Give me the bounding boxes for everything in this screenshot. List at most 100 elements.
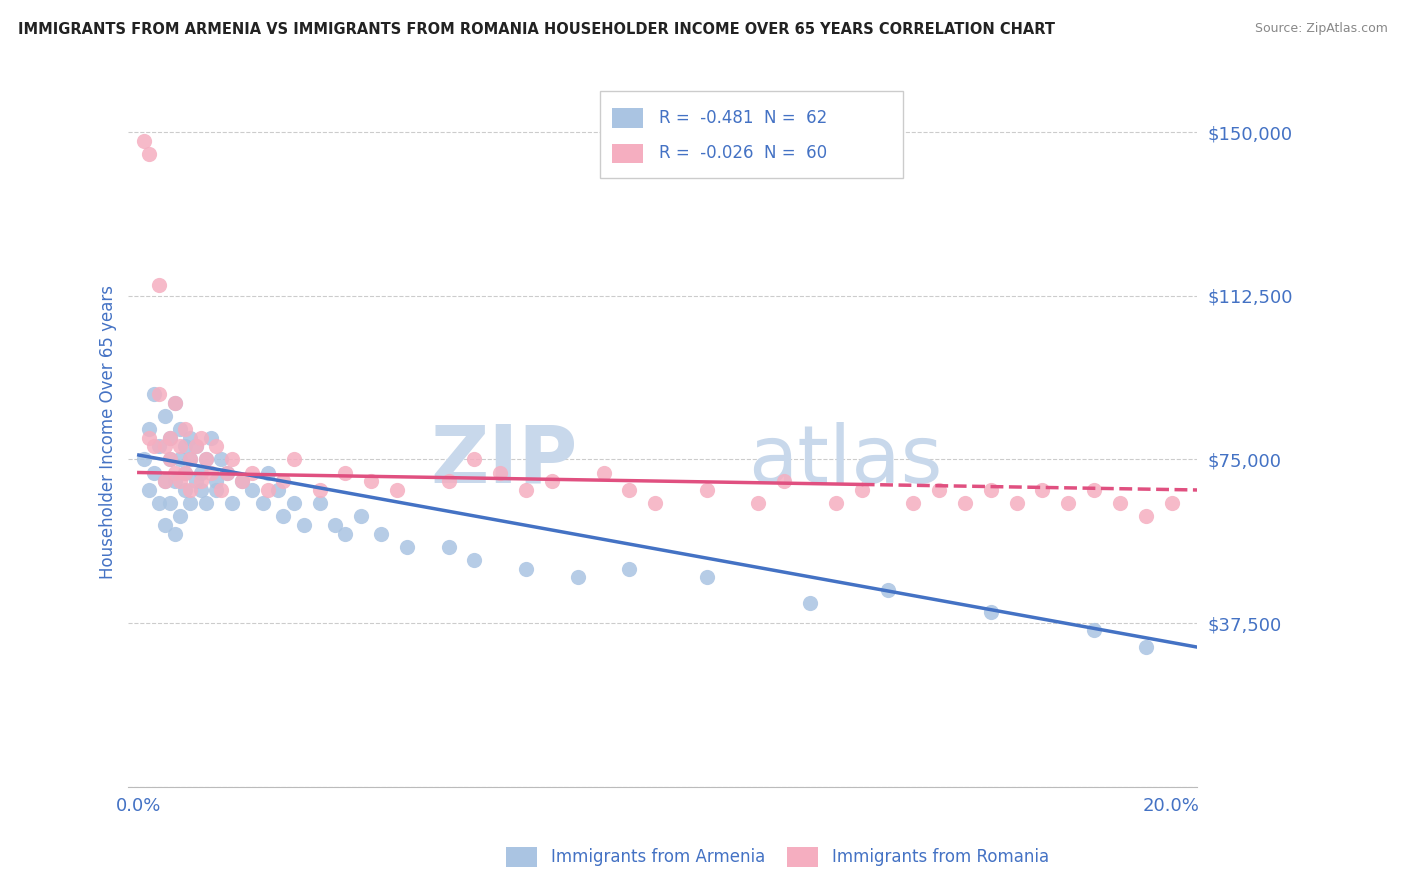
Point — [242, 483, 264, 497]
Point — [437, 475, 460, 489]
Point — [148, 387, 170, 401]
Point — [592, 466, 614, 480]
Point — [179, 452, 201, 467]
Point — [928, 483, 950, 497]
Point — [396, 540, 419, 554]
Point — [1135, 509, 1157, 524]
Point — [231, 475, 253, 489]
Point — [619, 561, 641, 575]
Point — [292, 517, 315, 532]
Text: R =  -0.026  N =  60: R = -0.026 N = 60 — [659, 145, 828, 162]
Point — [773, 475, 796, 489]
Point — [159, 496, 181, 510]
Point — [360, 475, 382, 489]
Point — [350, 509, 373, 524]
Point — [747, 496, 769, 510]
Point — [215, 466, 238, 480]
Point — [1083, 623, 1105, 637]
Point — [138, 431, 160, 445]
Point — [1135, 640, 1157, 654]
Point — [876, 583, 898, 598]
Point — [153, 517, 176, 532]
Text: IMMIGRANTS FROM ARMENIA VS IMMIGRANTS FROM ROMANIA HOUSEHOLDER INCOME OVER 65 YE: IMMIGRANTS FROM ARMENIA VS IMMIGRANTS FR… — [18, 22, 1056, 37]
Point — [174, 483, 197, 497]
Point — [308, 483, 330, 497]
Point — [252, 496, 274, 510]
Point — [385, 483, 408, 497]
Point — [335, 466, 357, 480]
Point — [163, 475, 186, 489]
Text: atlas: atlas — [748, 422, 943, 500]
Point — [143, 387, 166, 401]
Point — [184, 439, 207, 453]
Point — [153, 439, 176, 453]
Point — [267, 483, 290, 497]
Point — [953, 496, 976, 510]
Point — [437, 540, 460, 554]
Point — [1005, 496, 1028, 510]
Point — [205, 439, 228, 453]
Text: Source: ZipAtlas.com: Source: ZipAtlas.com — [1254, 22, 1388, 36]
Point — [138, 422, 160, 436]
Point — [184, 439, 207, 453]
Point — [221, 452, 243, 467]
Point — [463, 553, 485, 567]
Point — [541, 475, 564, 489]
Point — [163, 466, 186, 480]
Point — [174, 466, 197, 480]
Point — [257, 466, 280, 480]
Point — [194, 452, 217, 467]
Point — [209, 483, 232, 497]
Point — [283, 496, 305, 510]
Point — [153, 475, 176, 489]
Point — [169, 475, 191, 489]
Point — [190, 483, 212, 497]
Point — [179, 483, 201, 497]
Point — [696, 483, 718, 497]
Point — [169, 422, 191, 436]
Point — [242, 466, 264, 480]
Point — [163, 395, 186, 409]
Point — [194, 452, 217, 467]
Point — [200, 431, 222, 445]
Point — [148, 496, 170, 510]
Point — [143, 466, 166, 480]
Point — [163, 526, 186, 541]
Point — [200, 466, 222, 480]
Point — [1031, 483, 1053, 497]
Point — [515, 483, 537, 497]
Point — [174, 439, 197, 453]
Point — [153, 409, 176, 423]
Point — [148, 439, 170, 453]
Text: R =  -0.481  N =  62: R = -0.481 N = 62 — [659, 109, 828, 127]
Point — [169, 509, 191, 524]
Point — [644, 496, 666, 510]
Point — [1083, 483, 1105, 497]
Point — [169, 452, 191, 467]
Point — [143, 439, 166, 453]
Point — [1057, 496, 1080, 510]
Point — [851, 483, 873, 497]
Point — [179, 496, 201, 510]
Point — [138, 483, 160, 497]
Point — [169, 439, 191, 453]
Point — [163, 395, 186, 409]
Point — [194, 496, 217, 510]
Point — [1109, 496, 1132, 510]
Point — [179, 431, 201, 445]
Point — [257, 483, 280, 497]
Point — [370, 526, 392, 541]
Point — [132, 134, 155, 148]
Point — [132, 452, 155, 467]
Point — [159, 452, 181, 467]
Point — [190, 475, 212, 489]
Point — [799, 597, 821, 611]
Point — [980, 483, 1002, 497]
Point — [190, 431, 212, 445]
Point — [323, 517, 346, 532]
Point — [190, 466, 212, 480]
Point — [159, 452, 181, 467]
Point — [489, 466, 512, 480]
Point — [205, 483, 228, 497]
Point — [148, 277, 170, 292]
